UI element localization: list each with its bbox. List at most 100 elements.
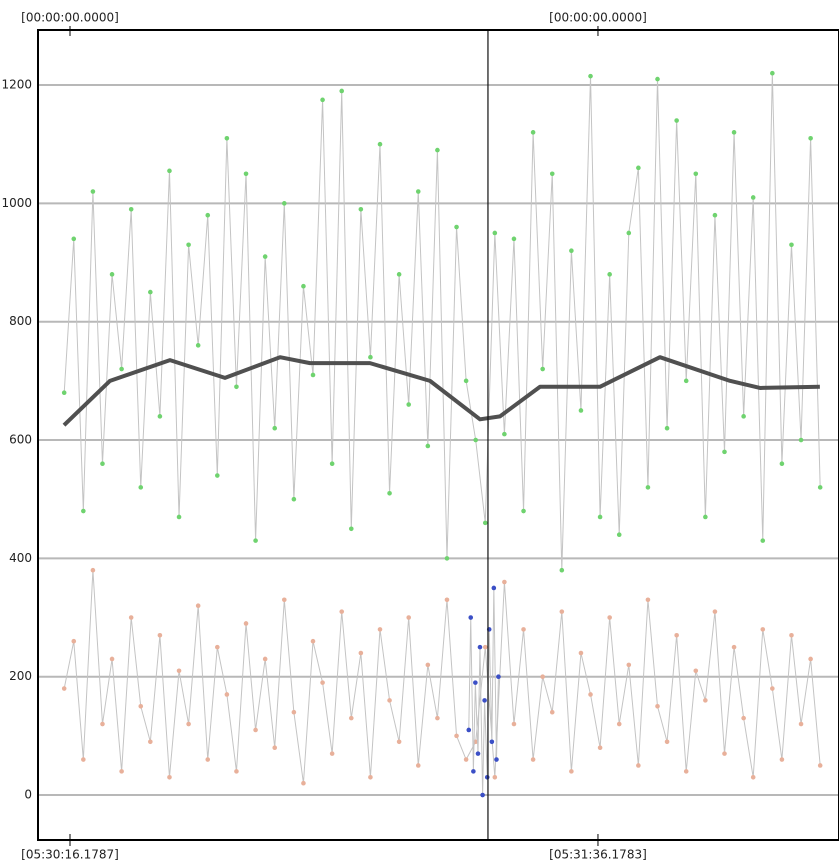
data-point [310, 372, 316, 378]
data-point [626, 230, 632, 236]
data-point [703, 698, 708, 703]
data-point [655, 76, 660, 82]
data-point [492, 230, 498, 236]
data-point [588, 73, 593, 79]
data-point [406, 615, 412, 620]
data-point [148, 289, 153, 295]
data-point [779, 757, 785, 762]
data-point [435, 147, 440, 153]
data-point [549, 709, 555, 715]
data-point [466, 727, 472, 733]
data-point [674, 118, 679, 123]
data-point [291, 496, 297, 502]
data-point [329, 751, 335, 756]
data-point [473, 680, 478, 685]
data-point [234, 384, 239, 390]
data-point [489, 739, 495, 745]
data-point [243, 621, 249, 626]
data-point [186, 242, 191, 248]
data-point [224, 692, 230, 697]
data-point [329, 461, 335, 466]
data-point [358, 206, 364, 212]
y-tick-label: 400 [9, 551, 32, 565]
data-point [205, 757, 211, 762]
data-point [502, 579, 507, 585]
data-point [444, 597, 450, 603]
plot-border [37, 29, 839, 841]
data-point [712, 609, 718, 614]
data-point [167, 774, 172, 780]
data-point [760, 538, 766, 543]
data-point [540, 674, 545, 679]
data-point [100, 461, 105, 466]
data-point [798, 437, 804, 443]
data-point [253, 727, 258, 733]
data-point [262, 656, 268, 662]
data-point [616, 532, 622, 537]
y-tick-label: 200 [9, 669, 32, 683]
data-point [750, 774, 756, 780]
data-point [511, 721, 517, 727]
data-point [81, 508, 86, 514]
data-point [406, 402, 412, 407]
data-point [530, 757, 536, 762]
data-point [808, 656, 813, 662]
data-point [195, 343, 201, 348]
data-point [234, 769, 239, 774]
data-point [396, 272, 402, 277]
data-point [339, 88, 345, 94]
data-point [559, 567, 565, 573]
data-point [291, 709, 297, 715]
data-point [224, 135, 230, 141]
data-point [157, 414, 163, 419]
data-point [731, 130, 737, 135]
data-point [578, 408, 584, 413]
data-point [348, 715, 354, 721]
data-point [415, 763, 421, 768]
data-point [243, 171, 249, 177]
data-point [119, 769, 124, 774]
data-point [741, 715, 746, 721]
data-point [90, 189, 96, 194]
data-point [454, 733, 459, 739]
data-point [176, 514, 182, 520]
y-tick-label: 0 [24, 788, 32, 802]
data-point [798, 721, 804, 727]
data-point [301, 780, 306, 786]
data-point [511, 236, 517, 242]
data-point [636, 763, 641, 768]
data-point [128, 615, 134, 620]
data-point [339, 609, 345, 614]
data-point [377, 141, 383, 147]
series-line [468, 587, 499, 796]
data-point [444, 556, 450, 561]
data-point [272, 425, 278, 431]
data-point [770, 686, 775, 691]
data-point [597, 745, 603, 750]
y-tick-label: 1000 [1, 196, 32, 210]
data-point [693, 668, 699, 674]
data-point [468, 615, 474, 620]
top-label: [00:00:00.0000] [21, 11, 119, 25]
data-point [636, 165, 641, 171]
y-tick-label: 600 [9, 433, 32, 447]
data-point [540, 366, 545, 372]
data-point [90, 567, 96, 573]
data-point [502, 431, 507, 437]
data-point [597, 514, 603, 520]
data-point [655, 703, 660, 709]
data-point [475, 751, 481, 756]
data-point [480, 792, 485, 798]
x-tick-label: [05:30:16.1787] [21, 848, 119, 862]
data-point [492, 774, 498, 780]
data-point [770, 70, 775, 76]
data-point [530, 130, 536, 135]
data-point [81, 757, 86, 762]
data-point [521, 627, 526, 632]
data-point [664, 739, 670, 745]
data-point [100, 721, 105, 727]
x-tick-label: [05:31:36.1783] [549, 848, 647, 862]
data-point [387, 490, 392, 496]
data-point [167, 168, 172, 174]
data-point [205, 212, 211, 218]
